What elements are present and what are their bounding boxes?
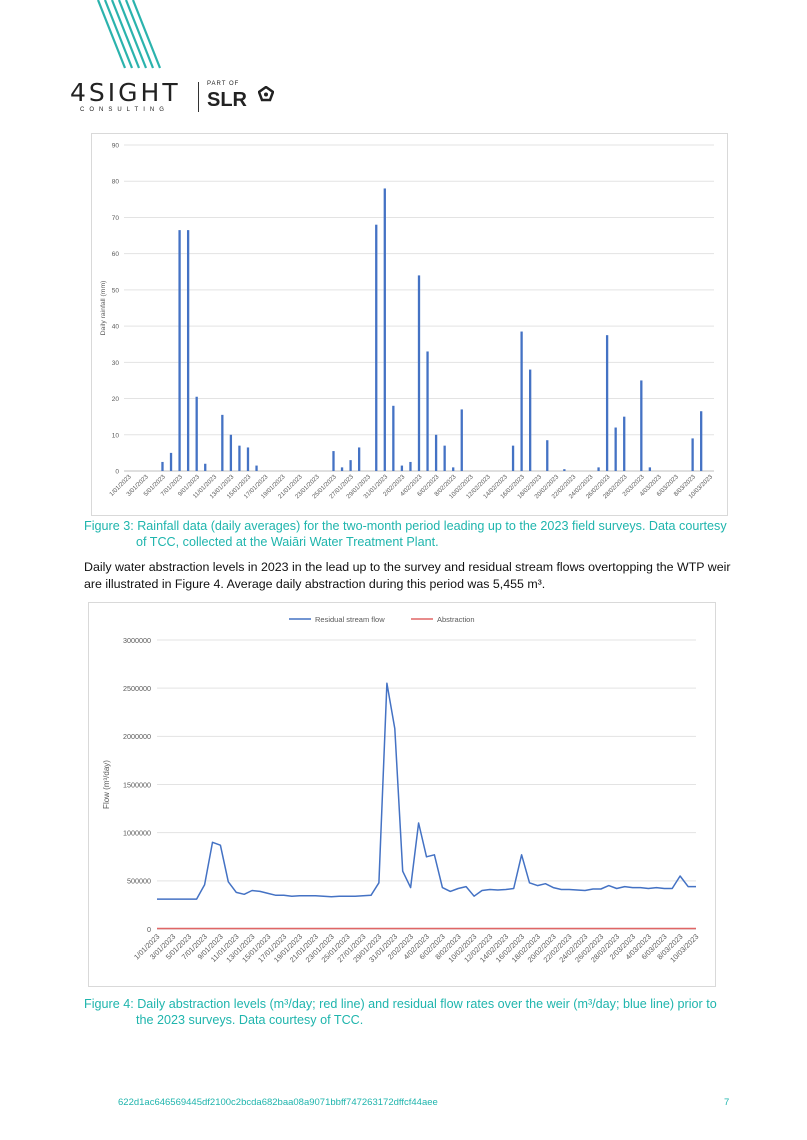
rainfall-bar: [452, 467, 455, 471]
rainfall-bar: [417, 275, 421, 471]
rainfall-bar: [520, 331, 523, 471]
rainfall-bar: [204, 463, 207, 471]
rainfall-bar: [640, 380, 643, 471]
rainfall-bar: [383, 188, 386, 471]
y-axis-label: Flow (m³/day): [102, 760, 111, 809]
slr-mark-icon: [258, 86, 274, 102]
header-stripes-graphic: [96, 0, 162, 69]
part-of-label: PART OF: [207, 81, 240, 87]
logo-subtitle: CONSULTING: [80, 107, 169, 113]
rainfall-bar: [623, 416, 626, 471]
rainfall-bar: [255, 465, 258, 471]
rainfall-chart-frame: 0 10 20 30 40 50 60 70 80 90 1/01/2023 3/01/2023 5/0…: [91, 133, 728, 516]
y-tick-label: 0: [147, 925, 151, 934]
y-tick-label: 500000: [127, 877, 151, 886]
rainfall-bar: [392, 405, 395, 471]
legend-label: Abstraction: [437, 615, 475, 624]
rainfall-bar: [238, 445, 241, 471]
y-tick-label: 2500000: [123, 684, 151, 693]
y-tick-label: 1500000: [123, 780, 151, 789]
rainfall-bar: [648, 467, 652, 471]
figure4-caption: Figure 4: Daily abstraction levels (m³/d…: [84, 996, 744, 1028]
series-line: [157, 682, 696, 900]
logo-wordmark: 4SIGHT: [70, 78, 181, 107]
y-tick-label: 60: [112, 251, 120, 258]
flow-line-chart: 0 500000 1000000 1500000 2000000 2500000 30000…: [102, 615, 700, 964]
rainfall-bar: [614, 427, 617, 471]
slr-logo-text: SLR: [207, 89, 247, 111]
y-axis-label: Daily rainfall (mm): [100, 281, 107, 336]
figure3-caption-line2: of TCC, collected at the Waiāri Water Tr…: [136, 535, 439, 549]
rainfall-bar-chart: 01020304050607080901/01/20233/01/20235/0…: [100, 143, 715, 501]
y-tick-label: 50: [112, 287, 120, 294]
body-paragraph-line1: Daily water abstraction levels in 2023 i…: [84, 560, 731, 574]
rainfall-bar: [443, 445, 446, 471]
logo-divider: [198, 82, 199, 112]
rainfall-bar: [229, 434, 233, 471]
rainfall-bar: [357, 447, 361, 471]
rainfall-bar: [511, 445, 515, 471]
footer-page-number: 7: [724, 1097, 730, 1108]
figure3-caption: Figure 3: Rainfall data (daily averages)…: [84, 518, 744, 550]
rainfall-bar: [546, 440, 549, 471]
footer-document-hash: 622d1ac646569445df2100c2bcda682baa08a907…: [118, 1097, 438, 1108]
y-tick-label: 2000000: [123, 732, 151, 741]
rainfall-bar: [169, 452, 173, 471]
rainfall-bar: [409, 461, 412, 471]
rainfall-bar: [195, 396, 198, 471]
rainfall-bar: [178, 230, 181, 471]
rainfall-bar: [605, 335, 609, 471]
rainfall-bar: [700, 411, 703, 471]
y-tick-label: 70: [112, 215, 120, 222]
figure4-caption-line2: the 2023 surveys. Data courtesy of TCC.: [136, 1013, 364, 1027]
rainfall-bar: [529, 369, 532, 471]
rainfall-bar: [563, 469, 566, 471]
y-tick-label: 0: [115, 469, 119, 476]
rainfall-bar: [426, 351, 429, 471]
figure4-caption-line1: Figure 4: Daily abstraction levels (m³/d…: [84, 997, 717, 1011]
rainfall-bar: [246, 447, 250, 471]
y-tick-label: 20: [112, 396, 120, 403]
y-tick-label: 80: [112, 179, 120, 186]
y-tick-label: 10: [112, 432, 120, 439]
rainfall-bar: [332, 451, 335, 471]
y-tick-label: 3000000: [123, 636, 151, 645]
body-paragraph: Daily water abstraction levels in 2023 i…: [84, 559, 774, 592]
rainfall-bar: [597, 467, 600, 471]
rainfall-bar: [186, 230, 190, 471]
rainfall-bar: [691, 438, 694, 471]
rainfall-bar: [375, 224, 378, 471]
flow-chart-frame: 0 500000 1000000 1500000 2000000 2500000 30000…: [88, 602, 716, 987]
rainfall-bar: [221, 414, 224, 471]
rainfall-bar: [340, 467, 344, 471]
rainfall-bar: [400, 465, 404, 471]
rainfall-bar: [161, 461, 164, 471]
legend-label: Residual stream flow: [315, 615, 385, 624]
rainfall-bar: [349, 460, 352, 471]
y-tick-label: 40: [112, 324, 120, 331]
y-tick-label: 30: [112, 360, 120, 367]
figure3-caption-line1: Figure 3: Rainfall data (daily averages)…: [84, 519, 727, 533]
rainfall-bar: [460, 409, 463, 471]
rainfall-bar: [434, 434, 438, 471]
company-logo: 4SIGHT CONSULTING PART OF SLR: [70, 80, 290, 116]
body-paragraph-line2: are illustrated in Figure 4. Average dai…: [84, 576, 546, 591]
y-tick-label: 1000000: [123, 828, 151, 837]
y-tick-label: 90: [112, 143, 120, 150]
